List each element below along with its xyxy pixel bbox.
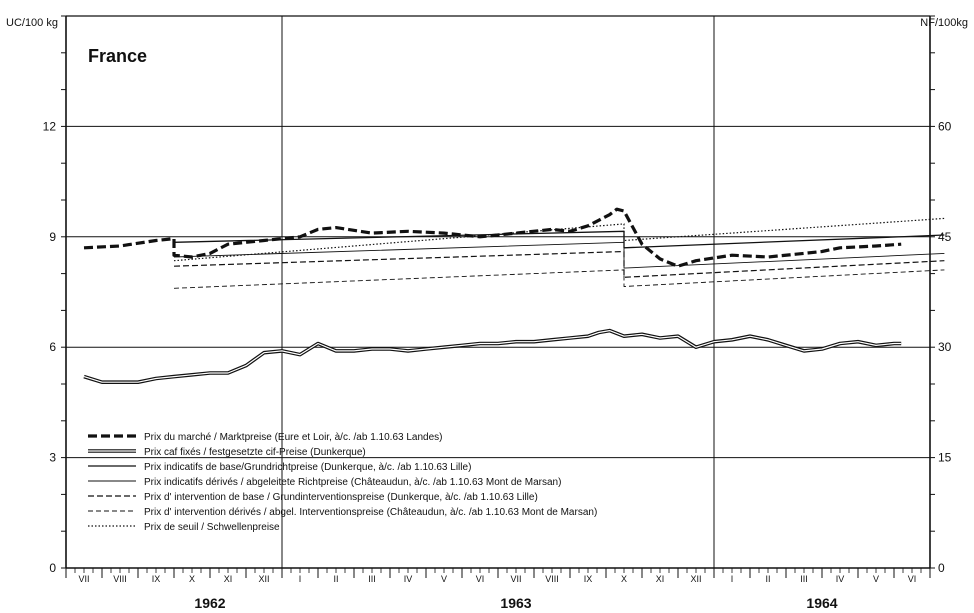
right-tick-label: 0 (938, 561, 945, 575)
month-label: III (368, 574, 376, 584)
right-tick-label: 15 (938, 451, 952, 465)
series-line-1 (83, 328, 902, 385)
year-label: 1963 (500, 595, 531, 611)
series-line-4 (173, 250, 945, 278)
month-label: V (441, 574, 447, 584)
month-label: X (621, 574, 627, 584)
legend-label: Prix d' intervention dérivés / abgel. In… (144, 507, 597, 518)
month-label: VIII (545, 574, 559, 584)
month-axis-ticks: VII VIII IX X XI XII I II III IV V VI VII VIII IX X XI XI… (65, 568, 931, 584)
legend-label: Prix indicatifs dérivés / abgeleitete Ri… (144, 477, 561, 488)
left-tick-label: 12 (43, 119, 57, 133)
chart-title: France (88, 46, 147, 66)
series-line-6 (173, 217, 945, 262)
month-label: XI (656, 574, 665, 584)
left-tick-label: 0 (49, 561, 56, 575)
month-label: VI (908, 574, 917, 584)
month-label: V (873, 574, 879, 584)
series-line-5 (173, 269, 945, 289)
series-line-0 (83, 207, 902, 268)
month-label: II (765, 574, 770, 584)
month-label: I (299, 574, 302, 584)
legend-label: Prix d' intervention de base / Grundinte… (144, 492, 538, 503)
month-label: I (731, 574, 734, 584)
left-axis-ticks: 0 3 6 9 12 (43, 15, 66, 575)
year-label: 1962 (194, 595, 225, 611)
month-label: IX (584, 574, 593, 584)
month-label: XII (258, 574, 269, 584)
month-label: X (189, 574, 195, 584)
legend-label: Prix caf fixés / festgesetzte cif-Preise… (144, 447, 366, 458)
left-tick-label: 6 (49, 340, 56, 354)
month-label: VII (510, 574, 521, 584)
series-line-3 (173, 241, 945, 269)
left-tick-label: 3 (49, 451, 56, 465)
grid-lines (66, 16, 930, 568)
month-label: IV (404, 574, 413, 584)
month-label: VIII (113, 574, 127, 584)
month-label: IX (152, 574, 161, 584)
right-tick-label: 60 (938, 119, 952, 133)
month-label: IV (836, 574, 845, 584)
left-tick-label: 9 (49, 230, 56, 244)
month-label: III (800, 574, 808, 584)
legend-label: Prix indicatifs de base/Grundrichtpreise… (144, 462, 471, 473)
right-axis-ticks: 0 15 30 45 60 (930, 15, 952, 575)
right-axis-label: NF/100kg (920, 17, 968, 29)
legend-label: Prix du marché / Marktpreise (Eure et Lo… (144, 432, 442, 443)
right-tick-label: 30 (938, 340, 952, 354)
series-lines (83, 207, 945, 385)
series-line-1-inner (83, 330, 902, 383)
month-label: XII (690, 574, 701, 584)
month-label: VI (476, 574, 485, 584)
right-tick-label: 45 (938, 230, 952, 244)
month-label: II (333, 574, 338, 584)
year-axis-labels: 1962 1963 1964 (194, 595, 837, 611)
month-label: VII (78, 574, 89, 584)
legend: Prix du marché / Marktpreise (Eure et Lo… (88, 432, 597, 533)
series-line-2 (173, 230, 945, 249)
year-label: 1964 (806, 595, 837, 611)
left-axis-label: UC/100 kg (6, 17, 58, 29)
legend-label: Prix de seuil / Schwellenpreise (144, 522, 280, 533)
month-label: XI (224, 574, 233, 584)
